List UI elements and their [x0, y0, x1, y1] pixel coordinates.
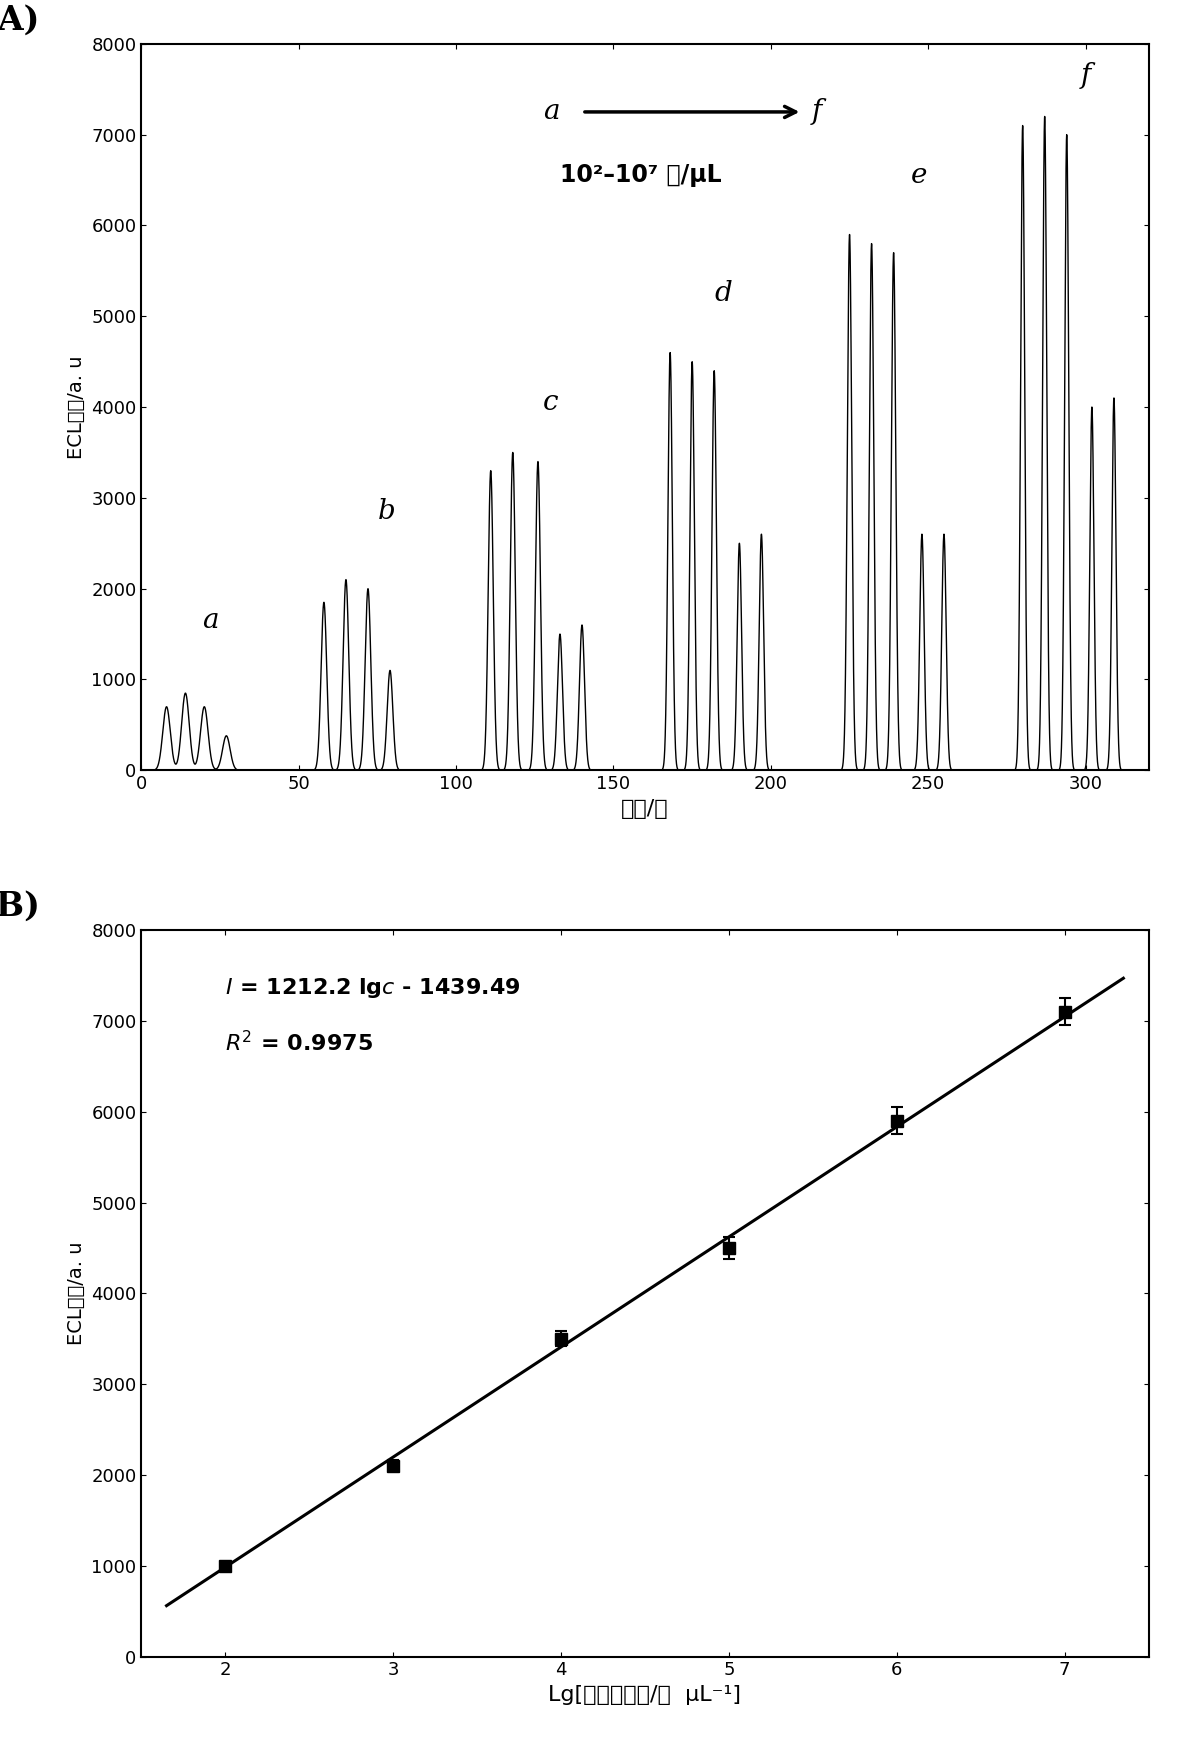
Text: d: d	[715, 280, 733, 307]
Text: f: f	[1080, 61, 1091, 89]
X-axis label: 时间/秒: 时间/秒	[621, 799, 669, 819]
Text: (A): (A)	[0, 4, 40, 37]
Y-axis label: ECL强度/a. u: ECL强度/a. u	[67, 1241, 86, 1345]
Text: (B): (B)	[0, 891, 40, 922]
Text: f: f	[812, 98, 822, 126]
Text: $\mathit{I}$ = 1212.2 lg$\mathit{c}$ - 1439.49: $\mathit{I}$ = 1212.2 lg$\mathit{c}$ - 1…	[225, 975, 521, 999]
Text: b: b	[378, 498, 396, 526]
Y-axis label: ECL强度/a. u: ECL强度/a. u	[67, 356, 86, 459]
Text: a: a	[203, 607, 219, 635]
X-axis label: Lg[外泌体浓度/个  μL⁻¹]: Lg[外泌体浓度/个 μL⁻¹]	[549, 1685, 741, 1706]
Text: 10²–10⁷ 个/μL: 10²–10⁷ 个/μL	[560, 163, 722, 188]
Text: a: a	[543, 98, 560, 126]
Text: c: c	[543, 389, 558, 415]
Text: $\mathit{R}^{2}$ = 0.9975: $\mathit{R}^{2}$ = 0.9975	[225, 1031, 373, 1055]
Text: e: e	[911, 161, 927, 189]
